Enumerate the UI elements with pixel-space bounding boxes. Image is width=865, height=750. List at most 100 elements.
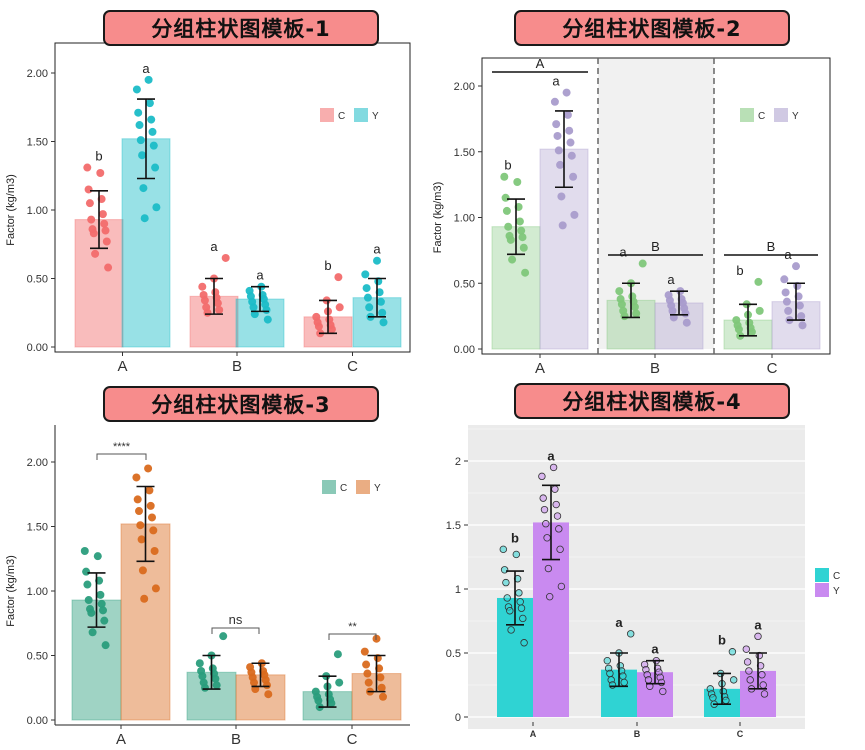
data-point [363, 669, 372, 678]
data-point [518, 233, 527, 242]
y-axis-label: Factor (kg/m3) [5, 555, 17, 627]
y-tick-label: 1.50 [27, 137, 48, 149]
data-point [147, 115, 156, 124]
data-point [615, 287, 624, 296]
significance-bracket [96, 453, 147, 460]
data-point [798, 321, 807, 330]
data-point [797, 312, 806, 321]
data-point [556, 160, 565, 169]
data-point [562, 88, 571, 97]
significance-label: ns [229, 612, 243, 627]
data-point [617, 300, 626, 309]
significance-letter: a [210, 239, 218, 254]
data-point [759, 681, 767, 689]
plot-frame [481, 57, 831, 355]
data-point [151, 163, 160, 172]
data-point [542, 520, 550, 528]
significance-bracket [211, 627, 260, 634]
data-point [379, 692, 387, 701]
data-point [502, 206, 511, 215]
legend-swatch [815, 568, 829, 582]
data-point [780, 275, 789, 284]
data-point [517, 604, 526, 612]
x-tick-label: B [232, 358, 242, 375]
data-point [314, 322, 323, 331]
data-point [499, 545, 507, 554]
data-point [517, 226, 526, 235]
data-point [746, 676, 754, 684]
data-point [549, 463, 558, 472]
data-point [784, 306, 793, 315]
x-tick-label: B [634, 729, 641, 739]
x-tick-label: A [530, 729, 537, 739]
data-point [82, 567, 91, 576]
data-point [754, 277, 763, 286]
data-point [150, 547, 159, 556]
data-point [668, 306, 677, 315]
data-point [556, 545, 564, 554]
panel-3-title: 分组柱状图模板-3 [103, 386, 379, 422]
data-point [361, 270, 370, 279]
data-point [134, 108, 143, 117]
y-tick-label: 1.00 [454, 213, 475, 225]
data-point [504, 222, 513, 231]
data-point [87, 215, 96, 224]
significance-label: ** [348, 621, 357, 633]
data-point [376, 673, 385, 682]
data-point [334, 273, 343, 282]
data-point [149, 526, 158, 535]
y-tick-label: 2.00 [27, 68, 48, 80]
x-tick-label: A [117, 358, 127, 375]
significance-letter: b [95, 149, 102, 164]
data-point [364, 678, 373, 687]
x-tick-label: A [535, 360, 545, 377]
x-tick-label: C [737, 729, 744, 739]
data-point [512, 550, 520, 559]
data-point [136, 521, 145, 530]
data-point [88, 628, 97, 637]
data-point [85, 199, 94, 208]
data-point [264, 690, 273, 699]
data-point [742, 645, 750, 653]
data-point [198, 282, 207, 291]
data-point [89, 229, 98, 238]
data-point [215, 306, 224, 315]
data-point [144, 464, 153, 473]
data-point [201, 683, 209, 692]
legend-label: Y [833, 586, 840, 597]
data-point [506, 235, 515, 244]
significance-label: **** [113, 441, 131, 453]
data-point [540, 505, 549, 514]
data-point [148, 127, 157, 136]
data-point [80, 547, 89, 556]
data-point [603, 656, 611, 665]
legend-label: C [833, 571, 840, 582]
y-tick-label: 1.00 [27, 205, 48, 217]
significance-letter: a [754, 617, 762, 632]
significance-letter: b [511, 530, 519, 545]
data-point [97, 599, 106, 608]
significance-letter: b [504, 158, 511, 173]
data-point [747, 327, 756, 336]
data-point [543, 534, 551, 542]
data-point [619, 672, 627, 680]
data-point [263, 681, 271, 690]
y-tick-label: 2.00 [454, 81, 475, 93]
data-point [335, 678, 344, 687]
data-point [620, 678, 628, 687]
significance-letter: a [547, 448, 555, 463]
y-tick-label: 0.50 [27, 651, 48, 663]
data-point [249, 303, 258, 312]
significance-letter: a [256, 268, 264, 283]
data-point [378, 308, 387, 317]
y-axis-label: Factor (kg/m3) [432, 182, 444, 254]
data-point [606, 669, 614, 678]
data-point [728, 648, 737, 656]
data-point [734, 325, 743, 334]
data-point [513, 177, 522, 186]
data-point [219, 632, 228, 641]
